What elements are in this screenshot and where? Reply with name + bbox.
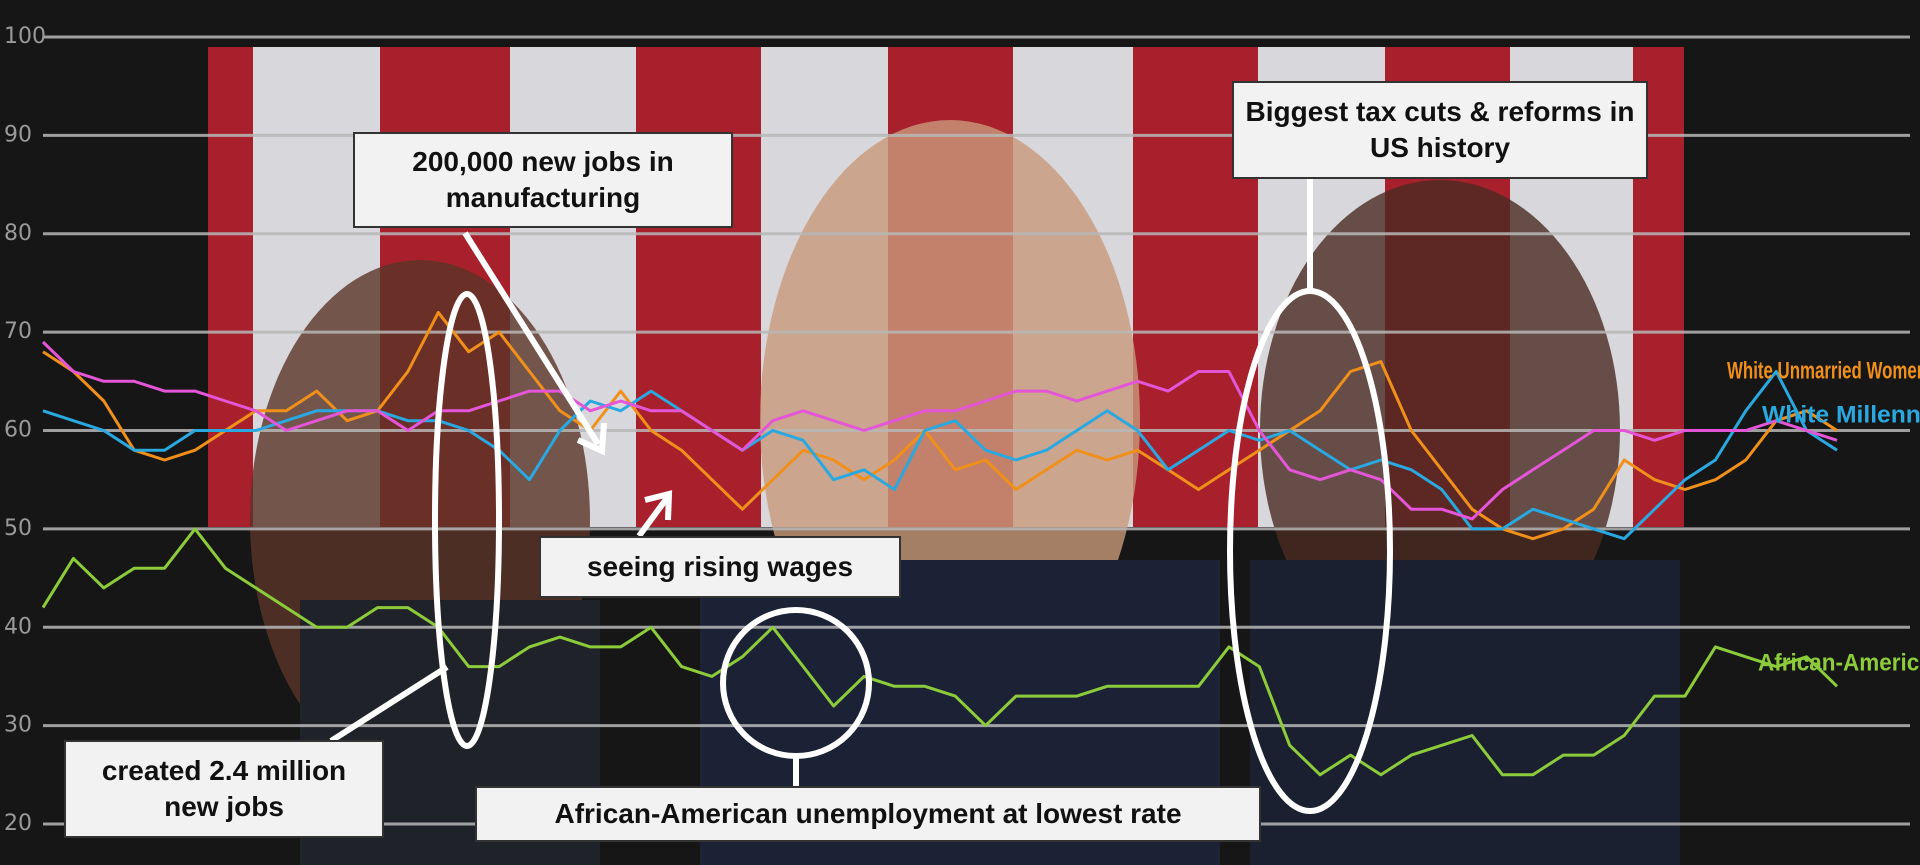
y-tick-label: 70 xyxy=(4,319,32,344)
arrow xyxy=(462,231,601,446)
series-label: African-Americans xyxy=(1758,649,1920,676)
y-tick-label: 80 xyxy=(4,221,32,246)
series-label: White Unmarried Women xyxy=(1727,357,1920,384)
annotation: seeing rising wages xyxy=(539,536,901,598)
annotation: Biggest tax cuts & reforms in US history xyxy=(1232,81,1648,179)
annotation: created 2.4 million new jobs xyxy=(64,740,384,838)
series-labels: White Unmarried Women White Millennials Af… xyxy=(1727,357,1920,676)
y-tick-label: 30 xyxy=(4,713,32,738)
series-line xyxy=(41,527,1839,777)
y-tick-label: 100 xyxy=(4,24,46,49)
arrow xyxy=(636,496,670,538)
series-line xyxy=(42,370,1838,541)
y-tick-label: 50 xyxy=(4,516,32,541)
highlight-ellipse xyxy=(432,291,502,749)
series-line xyxy=(42,310,1838,541)
y-tick-label: 90 xyxy=(4,122,32,147)
lines xyxy=(41,310,1839,777)
annotation: African-American unemployment at lowest … xyxy=(475,786,1261,842)
annotation-marks xyxy=(329,179,1393,814)
highlight-circle xyxy=(720,607,872,759)
series-label: White Millennials xyxy=(1762,401,1920,428)
connector xyxy=(329,664,449,744)
y-tick-label: 40 xyxy=(4,614,32,639)
annotation: 200,000 new jobs in manufacturing xyxy=(353,132,733,228)
series-line xyxy=(41,340,1838,521)
suit-right xyxy=(1250,560,1680,865)
arrow-head xyxy=(644,490,673,521)
arrow-head xyxy=(576,422,607,456)
y-tick-label: 60 xyxy=(4,418,32,443)
y-tick-label: 20 xyxy=(4,811,32,836)
